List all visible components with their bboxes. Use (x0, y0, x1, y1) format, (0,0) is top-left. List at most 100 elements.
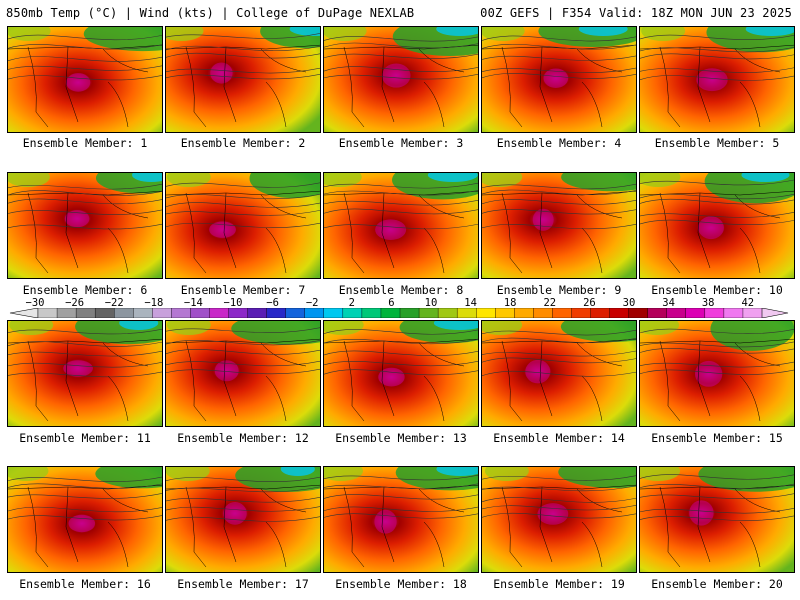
legend-swatch (266, 308, 287, 318)
legend-tick-label: −26 (65, 297, 85, 309)
ensemble-map-13 (323, 320, 479, 427)
ensemble-map-12 (165, 320, 321, 427)
ensemble-map-3 (323, 26, 479, 133)
legend-swatch (114, 308, 134, 318)
legend-swatch (247, 308, 268, 318)
legend-swatch (190, 308, 210, 318)
legend-tick-label: 2 (348, 297, 355, 309)
ensemble-map-14 (481, 320, 637, 427)
legend-ticks: −30 −26 −22 −18 −14 −10 −6 −2 2 6 10 14 18 22 26 30 34 38… (0, 297, 800, 309)
legend-swatch (514, 308, 534, 318)
legend-tick-label: 10 (424, 297, 438, 309)
header: 850mb Temp (°C) | Wind (kts) | College o… (0, 0, 800, 24)
ensemble-member-label: Ensemble Member: 15 (651, 431, 783, 445)
legend-swatch (75, 308, 96, 318)
legend-tick-label: 34 (662, 297, 675, 309)
ensemble-member-label: Ensemble Member: 5 (654, 136, 780, 150)
ensemble-member-label: Ensemble Member: 18 (335, 577, 467, 591)
ensemble-map-10 (639, 172, 795, 279)
legend-tick-label: −30 (25, 297, 45, 309)
legend-swatch (476, 308, 496, 318)
color-legend: −30 −26 −22 −18 −14 −10 −6 −2 2 6 10 14 18 22 26 30 34 38… (0, 297, 800, 321)
ensemble-member-label: Ensemble Member: 1 (22, 136, 148, 150)
legend-swatch (590, 308, 610, 318)
ensemble-map-4 (481, 26, 637, 133)
legend-tick-label: −2 (305, 297, 319, 309)
legend-bar (9, 308, 789, 318)
ensemble-member-label: Ensemble Member: 2 (180, 136, 306, 150)
ensemble-map-20 (639, 466, 795, 573)
legend-swatch (437, 308, 458, 318)
legend-swatch (152, 308, 172, 318)
ensemble-map-17 (165, 466, 321, 573)
legend-tick-label: 26 (583, 297, 596, 309)
legend-swatch (418, 308, 439, 318)
ensemble-member-label: Ensemble Member: 16 (19, 577, 151, 591)
legend-tick-label: 30 (622, 297, 636, 309)
ensemble-member-label: Ensemble Member: 10 (651, 283, 783, 297)
ensemble-member-label: Ensemble Member: 3 (338, 136, 464, 150)
ensemble-map-5 (639, 26, 795, 133)
legend-swatch (685, 308, 706, 318)
legend-swatch (209, 308, 229, 318)
legend-tick-label: 38 (701, 297, 715, 309)
ensemble-map-9 (481, 172, 637, 279)
legend-swatch (399, 308, 420, 318)
ensemble-map-16 (7, 466, 163, 573)
ensemble-map-1 (7, 26, 163, 133)
legend-tick-label: 22 (543, 297, 557, 309)
legend-swatch (571, 308, 591, 318)
ensemble-member-label: Ensemble Member: 20 (651, 577, 783, 591)
legend-tick-label: −14 (183, 297, 203, 309)
legend-swatch (609, 308, 630, 318)
legend-swatch (171, 308, 191, 318)
legend-swatch (723, 308, 744, 318)
map-title: 850mb Temp (°C) | Wind (kts) | College o… (6, 6, 415, 20)
ensemble-member-label: Ensemble Member: 19 (493, 577, 625, 591)
ensemble-member-label: Ensemble Member: 7 (180, 283, 306, 297)
legend-swatch (304, 308, 325, 318)
legend-tick-label: −10 (223, 297, 243, 309)
legend-swatch (742, 308, 763, 318)
ensemble-member-label: Ensemble Member: 14 (493, 431, 625, 445)
legend-swatch (285, 308, 306, 318)
ensemble-member-label: Ensemble Member: 6 (22, 283, 148, 297)
legend-tick-label: 18 (503, 297, 517, 309)
legend-swatch (533, 308, 553, 318)
ensemble-map-18 (323, 466, 479, 573)
ensemble-map-8 (323, 172, 479, 279)
ensemble-member-label: Ensemble Member: 12 (177, 431, 309, 445)
legend-swatch (552, 308, 572, 318)
ensemble-member-label: Ensemble Member: 13 (335, 431, 467, 445)
valid-time: 00Z GEFS | F354 Valid: 18Z MON JUN 23 20… (480, 6, 792, 20)
legend-swatch (37, 308, 58, 318)
ensemble-member-label: Ensemble Member: 17 (177, 577, 309, 591)
legend-tick-label: 42 (741, 297, 755, 309)
legend-swatch (361, 308, 382, 318)
legend-tick-label: −6 (266, 297, 279, 309)
ensemble-member-label: Ensemble Member: 4 (496, 136, 622, 150)
legend-swatch (133, 308, 153, 318)
ensemble-map-11 (7, 320, 163, 427)
ensemble-map-7 (165, 172, 321, 279)
legend-swatch (495, 308, 515, 318)
legend-swatch (323, 308, 344, 318)
ensemble-map-15 (639, 320, 795, 427)
ensemble-member-label: Ensemble Member: 8 (338, 283, 464, 297)
legend-swatch (628, 308, 649, 318)
legend-swatch (647, 308, 668, 318)
legend-swatch (380, 308, 401, 318)
legend-swatch (704, 308, 725, 318)
legend-tick-label: 6 (388, 297, 395, 309)
legend-swatch (342, 308, 363, 318)
legend-swatch (228, 308, 248, 318)
legend-tick-label: −22 (104, 297, 124, 309)
legend-swatch (94, 308, 115, 318)
ensemble-member-label: Ensemble Member: 11 (19, 431, 151, 445)
ensemble-map-6 (7, 172, 163, 279)
legend-swatch (56, 308, 77, 318)
legend-swatch (456, 308, 477, 318)
ensemble-map-2 (165, 26, 321, 133)
ensemble-map-19 (481, 466, 637, 573)
legend-tick-label: −18 (144, 297, 164, 309)
